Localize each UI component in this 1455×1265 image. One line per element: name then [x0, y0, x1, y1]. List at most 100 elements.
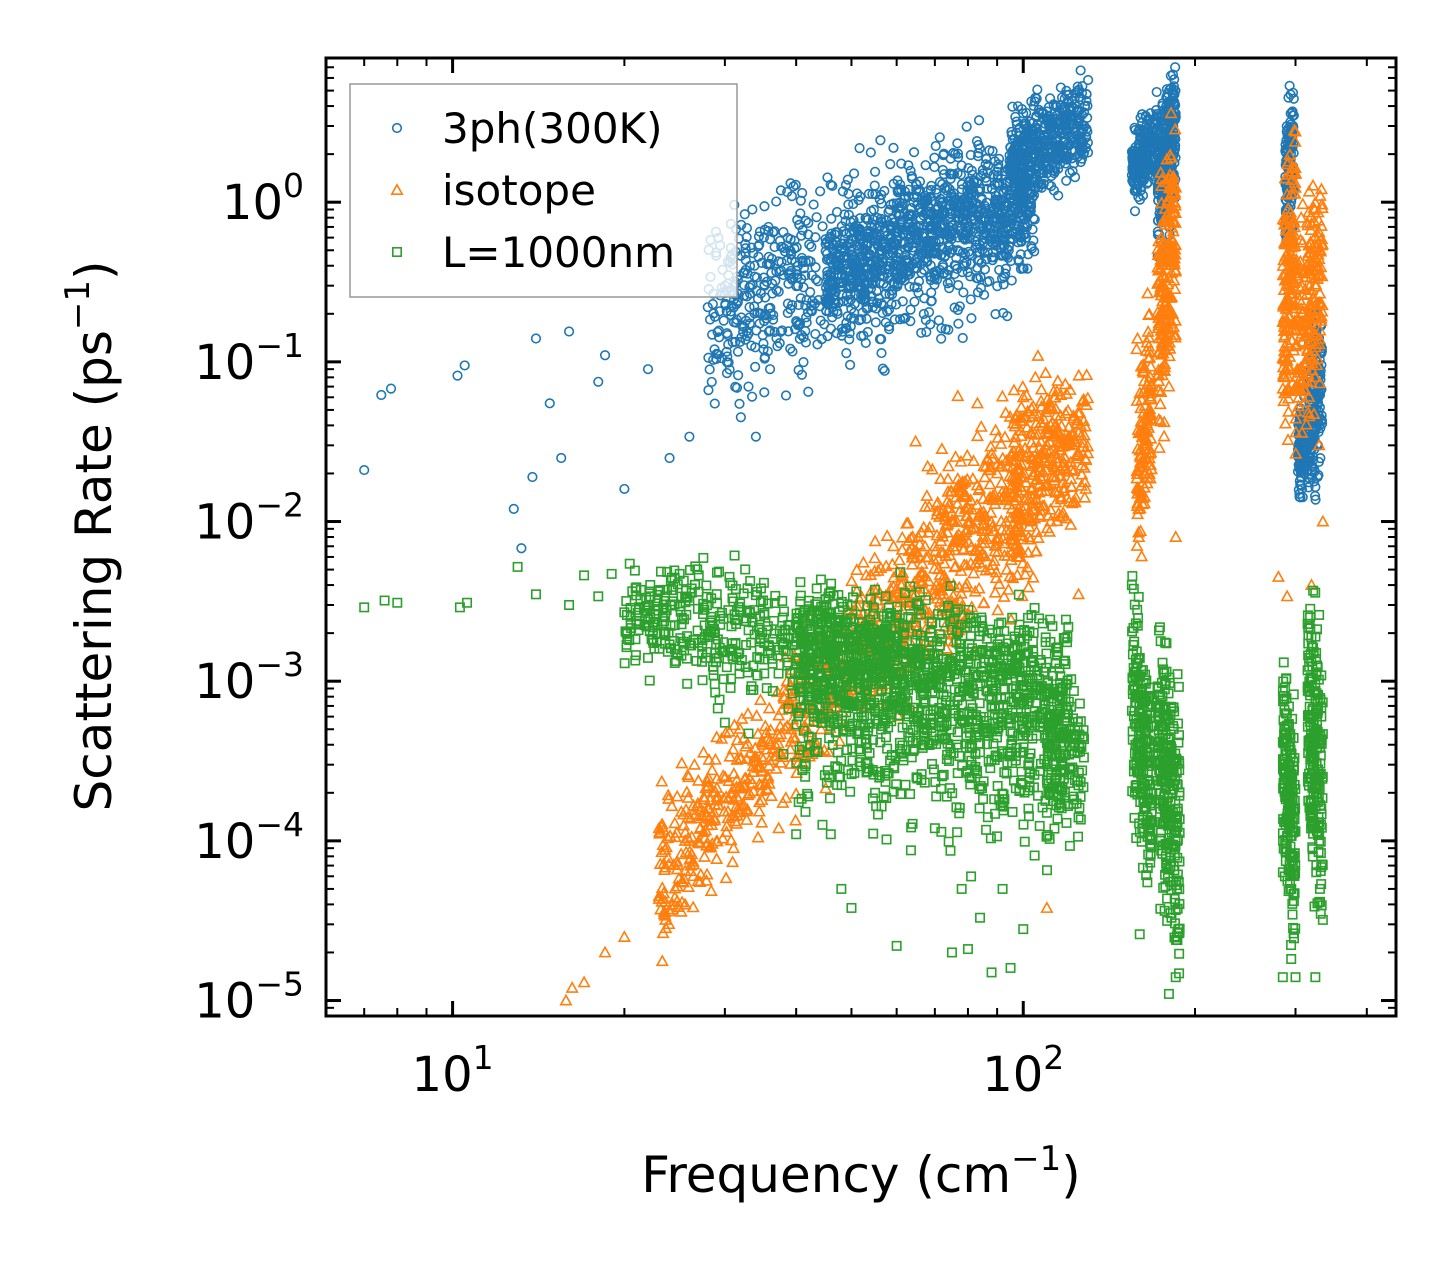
data-point	[722, 351, 733, 362]
data-point	[754, 226, 766, 237]
data-point	[966, 313, 977, 324]
data-point	[782, 186, 793, 198]
data-point	[806, 300, 817, 312]
data-point	[718, 315, 729, 326]
data-point	[952, 138, 963, 149]
data-point	[747, 391, 758, 402]
data-point	[787, 300, 798, 311]
data-point	[875, 135, 886, 146]
data-point	[744, 302, 755, 313]
data-point	[771, 196, 782, 207]
data-point	[840, 179, 852, 191]
data-point	[811, 212, 822, 223]
data-point	[958, 287, 969, 298]
data-point	[804, 239, 815, 250]
data-point	[731, 382, 743, 393]
data-point	[925, 184, 937, 196]
data-point	[752, 293, 764, 304]
data-point	[751, 272, 763, 283]
data-point	[1015, 249, 1026, 260]
data-point	[865, 147, 876, 158]
data-point	[711, 348, 722, 359]
data-point	[930, 140, 941, 152]
data-point	[744, 318, 755, 329]
data-point	[733, 370, 744, 381]
data-point	[747, 204, 758, 215]
data-point	[888, 142, 899, 153]
data-point	[880, 317, 891, 328]
data-point	[726, 300, 737, 311]
data-point	[769, 326, 780, 338]
data-point	[1029, 246, 1040, 257]
data-point	[785, 234, 796, 245]
data-point	[889, 314, 900, 325]
data-point	[797, 255, 808, 266]
data-point	[810, 232, 821, 243]
data-point	[935, 193, 946, 205]
data-point	[842, 174, 853, 185]
data-point	[806, 241, 817, 252]
data-point	[785, 245, 796, 256]
data-point	[704, 314, 716, 325]
data-point	[900, 312, 911, 323]
data-point	[731, 317, 742, 328]
data-point	[838, 296, 849, 307]
data-point	[781, 255, 793, 266]
data-point	[734, 398, 745, 409]
data-point	[863, 188, 875, 199]
data-point	[756, 257, 767, 268]
data-point	[978, 289, 990, 300]
data-point	[763, 251, 774, 262]
data-point	[854, 315, 865, 326]
data-point	[758, 338, 769, 349]
data-point	[782, 307, 793, 319]
data-point	[753, 231, 765, 242]
data-point	[739, 209, 750, 220]
data-point	[790, 179, 801, 191]
data-point	[953, 279, 964, 291]
data-point	[775, 185, 786, 196]
data-point	[704, 364, 715, 375]
data-point	[961, 121, 972, 132]
data-point	[815, 315, 826, 326]
data-point	[752, 307, 763, 318]
data-point	[861, 313, 872, 324]
data-point	[793, 365, 804, 376]
data-point	[785, 178, 796, 189]
data-point	[801, 317, 812, 328]
data-point	[916, 327, 927, 338]
data-point	[848, 168, 860, 179]
data-point	[765, 308, 776, 319]
data-point	[903, 160, 914, 171]
data-point	[856, 330, 867, 342]
data-point	[987, 146, 998, 157]
data-point	[990, 309, 1001, 320]
data-point	[817, 221, 828, 232]
data-point	[778, 242, 790, 254]
data-point	[714, 332, 725, 343]
data-point	[998, 307, 1009, 319]
data-point	[874, 334, 886, 345]
data-point	[905, 304, 916, 315]
data-point	[740, 239, 751, 250]
data-point	[759, 387, 770, 398]
data-point	[709, 311, 721, 322]
data-point	[780, 390, 792, 401]
data-point	[827, 180, 838, 191]
data-point	[923, 307, 935, 318]
data-point	[894, 314, 906, 325]
data-point	[797, 225, 808, 236]
data-point	[725, 310, 737, 321]
data-point	[938, 169, 950, 180]
data-point	[712, 326, 723, 338]
data-point	[796, 230, 807, 241]
data-point	[901, 255, 913, 267]
data-point	[918, 308, 929, 320]
data-point	[720, 300, 731, 311]
data-point	[876, 347, 887, 359]
data-point	[723, 339, 734, 350]
data-point	[745, 280, 756, 291]
data-point	[896, 158, 907, 169]
data-point	[972, 273, 984, 284]
